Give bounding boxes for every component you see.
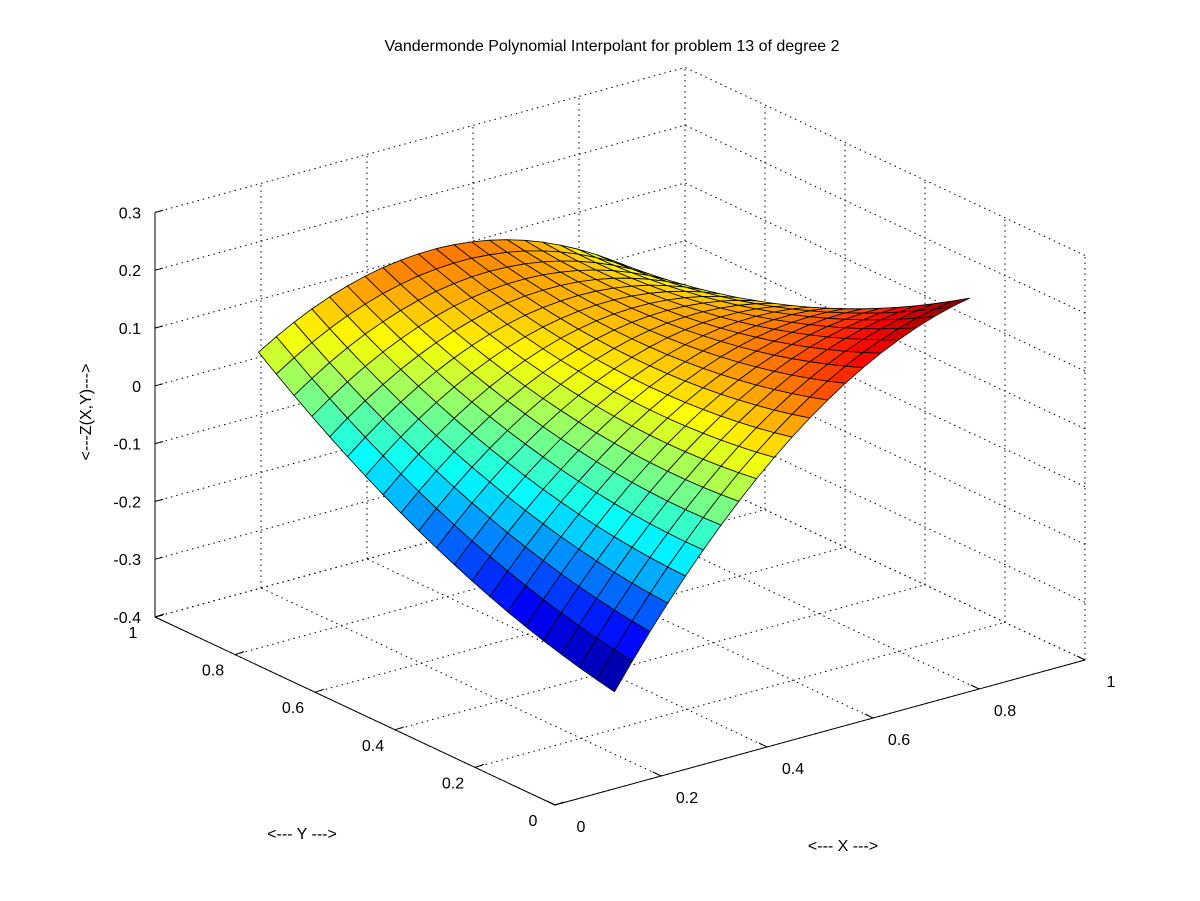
z-tick-mark	[154, 383, 164, 387]
z-tick-mark	[154, 556, 164, 560]
grid-line-z-wall	[684, 298, 1086, 488]
grid-line-x-floor	[578, 500, 980, 690]
z-tick-mark	[154, 498, 164, 502]
y-tick-mark	[554, 801, 565, 806]
grid-line-z-wall	[684, 124, 1086, 314]
grid-line-x-floor	[472, 529, 874, 719]
z-tick-label: 0	[132, 379, 141, 396]
x-tick-label: 0.6	[888, 732, 910, 749]
grid-line-x-floor	[260, 587, 662, 777]
grid-line-z-wall	[154, 66, 686, 213]
grid-line-z-wall	[684, 182, 1086, 372]
grid-line-y-floor	[314, 546, 846, 693]
y-tick-label: 0.6	[282, 700, 304, 717]
z-tick-label: 0.3	[119, 205, 141, 222]
x-tick-mark	[546, 800, 556, 806]
grid-line-x-floor	[684, 471, 1086, 661]
y-tick-label: 0.8	[202, 663, 224, 680]
y-tick-mark	[234, 651, 245, 656]
surface-face	[631, 593, 669, 632]
x-tick-mark	[864, 713, 874, 719]
y-axis-line	[154, 616, 556, 806]
tick-labels: -0.4 -0.3 -0.2 -0.1 0 0.1 0.2 0.3 0 0.2 0.4 0.6 0.8 1…	[113, 205, 1115, 836]
x-axis-line	[554, 659, 1086, 806]
y-tick-mark	[474, 763, 485, 768]
z-tick-label: 0.1	[119, 321, 141, 338]
y-tick-mark	[314, 688, 325, 693]
chart-title: Vandermonde Polynomial Interpolant for p…	[384, 38, 839, 55]
x-tick-mark	[652, 771, 662, 777]
x-tick-mark	[758, 742, 768, 748]
grid-line-z-wall	[684, 355, 1086, 545]
z-tick-label: -0.2	[113, 494, 141, 511]
x-tick-label: 0.2	[676, 790, 698, 807]
axes	[154, 209, 1086, 806]
x-tick-label: 0.4	[782, 761, 804, 778]
z-tick-mark	[154, 209, 164, 213]
y-axis-label: <--- Y --->	[267, 826, 337, 843]
z-tick-label: -0.4	[113, 610, 141, 627]
grid-line-z-wall	[154, 182, 686, 329]
z-tick-mark	[154, 441, 164, 445]
y-tick-label: 0.4	[362, 738, 384, 755]
x-tick-label: 0.8	[994, 703, 1016, 720]
surface-mesh	[258, 239, 970, 693]
x-tick-mark	[970, 684, 980, 690]
y-tick-mark	[394, 726, 405, 731]
x-axis-label: <--- X --->	[808, 838, 878, 855]
x-tick-mark	[1076, 655, 1086, 661]
y-tick-mark	[154, 613, 165, 618]
z-tick-mark	[154, 267, 164, 271]
z-tick-mark	[154, 325, 164, 329]
grid-line-y-floor	[394, 584, 926, 731]
x-tick-label: 0	[577, 819, 586, 836]
grid-line-z-wall	[684, 413, 1086, 603]
z-tick-label: -0.1	[113, 437, 141, 454]
y-tick-label: 0.2	[442, 775, 464, 792]
z-axis-label: <---Z(X,Y)--->	[78, 364, 95, 461]
z-tick-label: 0.2	[119, 263, 141, 280]
x-tick-label: 1	[1107, 674, 1116, 691]
z-tick-label: -0.3	[113, 552, 141, 569]
grid-line-z-wall	[684, 66, 1086, 256]
grid-line-z-wall	[154, 124, 686, 271]
y-tick-label: 1	[129, 625, 138, 642]
y-tick-label: 0	[529, 813, 538, 830]
grid-line-y-floor	[474, 621, 1006, 768]
